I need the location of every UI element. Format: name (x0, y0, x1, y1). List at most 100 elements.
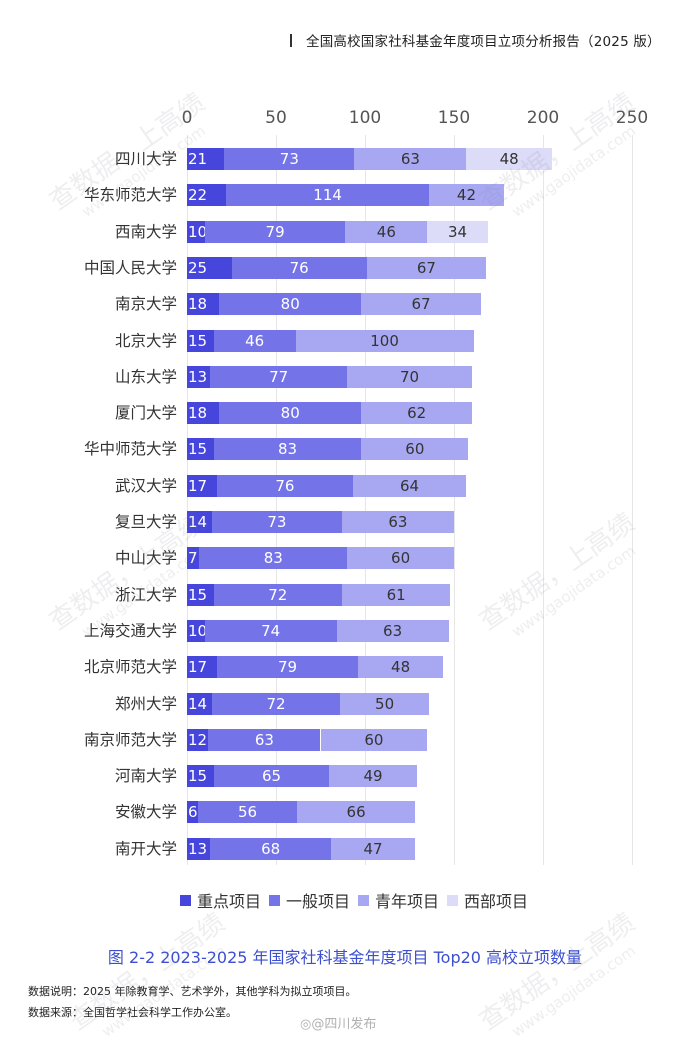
bar-segment: 48 (357, 656, 444, 679)
bar-segment: 21 (187, 148, 225, 170)
legend-label: 青年项目 (375, 892, 440, 911)
bar-row: 上海交通大学 10 74 63 (0, 619, 690, 642)
bar-segment: 79 (217, 656, 358, 679)
category-label: 河南大学 (114, 767, 177, 786)
x-tick-label: 250 (615, 108, 649, 128)
category-label: 西南大学 (114, 222, 177, 241)
x-tick-label: 50 (265, 108, 287, 128)
data-description-note: 数据说明：2025 年除教育学、艺术学外，其他学科为拟立项项目。 (28, 985, 357, 998)
bar-segment: 13 (187, 837, 211, 860)
bar-row: 北京大学 15 46 100 (0, 329, 690, 352)
bar-row: 厦门大学 18 80 62 (0, 402, 690, 425)
bar-segment: 48 (466, 148, 552, 170)
bar-segment: 15 (187, 765, 214, 788)
watermark: 查数据，上高绩 www.gaojidata.com (64, 907, 231, 1041)
watermark: 查数据，上高绩 www.gaojidata.com (474, 907, 641, 1041)
x-tick-label: 200 (526, 108, 560, 128)
bar-segment: 7 (187, 547, 200, 570)
gridline (543, 135, 544, 865)
gridline (365, 135, 366, 865)
bar-segment: 67 (366, 256, 487, 279)
bar-row: 山东大学 13 77 70 (0, 365, 690, 388)
report-title: 全国高校国家社科基金年度项目立项分析报告（2025 版） (306, 34, 661, 50)
bar-segment: 12 (187, 728, 209, 751)
bar-segment: 72 (213, 583, 342, 606)
bar-segment: 46 (213, 329, 296, 352)
bar-segment: 50 (340, 692, 430, 715)
bar-segment: 62 (361, 402, 472, 425)
bar-segment: 14 (187, 511, 212, 533)
header-divider (290, 34, 292, 47)
category-label: 武汉大学 (114, 476, 177, 495)
category-label: 上海交通大学 (83, 621, 177, 640)
data-source-note: 数据来源：全国哲学社会科学工作办公室。 (28, 1006, 237, 1019)
bar-segment: 100 (295, 329, 474, 352)
bar-row: 复旦大学 14 73 63 (0, 511, 690, 533)
legend-item: 西部项目 (447, 888, 528, 912)
bar-segment: 34 (427, 220, 488, 243)
bar-row: 南开大学 13 68 47 (0, 837, 690, 860)
bar-segment: 6 (187, 801, 198, 824)
bar-segment: 47 (331, 837, 415, 860)
bar-row: 北京师范大学 17 79 48 (0, 656, 690, 679)
x-tick-label: 150 (437, 108, 471, 128)
report-header: 全国高校国家社科基金年度项目立项分析报告（2025 版） (290, 30, 661, 50)
legend-label: 西部项目 (464, 892, 529, 911)
bar-segment: 80 (219, 293, 362, 316)
bar-row: 浙江大学 15 72 61 (0, 583, 690, 606)
bar-segment: 15 (187, 583, 214, 606)
category-label: 四川大学 (114, 150, 177, 168)
legend-item: 一般项目 (269, 888, 350, 912)
x-tick-label: 0 (181, 108, 193, 128)
bar-segment: 14 (187, 692, 212, 715)
weibo-credit: ◎@四川发布 (300, 1017, 377, 1032)
category-label: 安徽大学 (114, 803, 177, 822)
bar-row: 华中师范大学 15 83 60 (0, 438, 690, 461)
bar-segment: 80 (219, 402, 362, 425)
stacked-bar-chart: 0 50 100 150 200 250 四川大学 21 73 63 48 华东师范大学 22 114 42… (0, 108, 690, 865)
category-label: 南开大学 (114, 839, 177, 858)
bar-segment: 83 (213, 438, 362, 461)
chart-legend: 重点项目 一般项目 青年项目 西部项目 (180, 888, 528, 912)
gridline (187, 135, 188, 865)
bar-segment: 25 (187, 256, 232, 279)
bar-segment: 76 (217, 474, 353, 497)
bar-segment: 70 (347, 365, 472, 388)
category-label: 北京师范大学 (83, 658, 177, 677)
bar-segment: 10 (187, 220, 208, 243)
figure-caption: 图 2-2 2023-2025 年国家社科基金年度项目 Top20 高校立项数量 (107, 948, 583, 967)
bar-row: 华东师范大学 22 114 42 (0, 184, 690, 207)
bar-segment: 79 (204, 220, 346, 243)
bar-segment: 17 (187, 474, 218, 497)
legend-swatch-icon (447, 894, 459, 906)
bar-segment: 63 (354, 148, 467, 170)
category-label: 南京师范大学 (83, 730, 177, 749)
bar-segment: 60 (347, 547, 454, 570)
bar-segment: 74 (204, 619, 337, 642)
bar-segment: 63 (341, 511, 454, 533)
bar-row: 中国人民大学 25 76 67 (0, 256, 690, 279)
gridline (632, 135, 633, 865)
bar-segment: 63 (208, 728, 321, 751)
x-tick-label: 100 (348, 108, 382, 128)
bar-segment: 67 (361, 293, 481, 316)
legend-swatch-icon (180, 894, 191, 906)
category-label: 华中师范大学 (83, 440, 177, 459)
bar-segment: 17 (187, 656, 218, 679)
bar-segment: 10 (187, 619, 208, 642)
bar-segment: 66 (297, 801, 415, 824)
category-label: 中山大学 (114, 549, 177, 568)
bar-segment: 61 (341, 583, 451, 606)
bar-row: 南京师范大学 12 63 60 (0, 728, 690, 751)
category-label: 厦门大学 (114, 404, 177, 423)
bar-segment: 18 (187, 402, 220, 425)
bar-segment: 60 (320, 728, 428, 751)
bar-segment: 65 (213, 765, 330, 788)
legend-label: 一般项目 (286, 892, 351, 911)
bar-segment: 46 (345, 220, 428, 243)
bar-segment: 68 (210, 837, 332, 860)
bar-row: 安徽大学 6 56 66 (0, 801, 690, 824)
bar-segment: 64 (352, 474, 467, 497)
category-label: 郑州大学 (114, 694, 177, 713)
bar-segment: 76 (231, 256, 367, 279)
